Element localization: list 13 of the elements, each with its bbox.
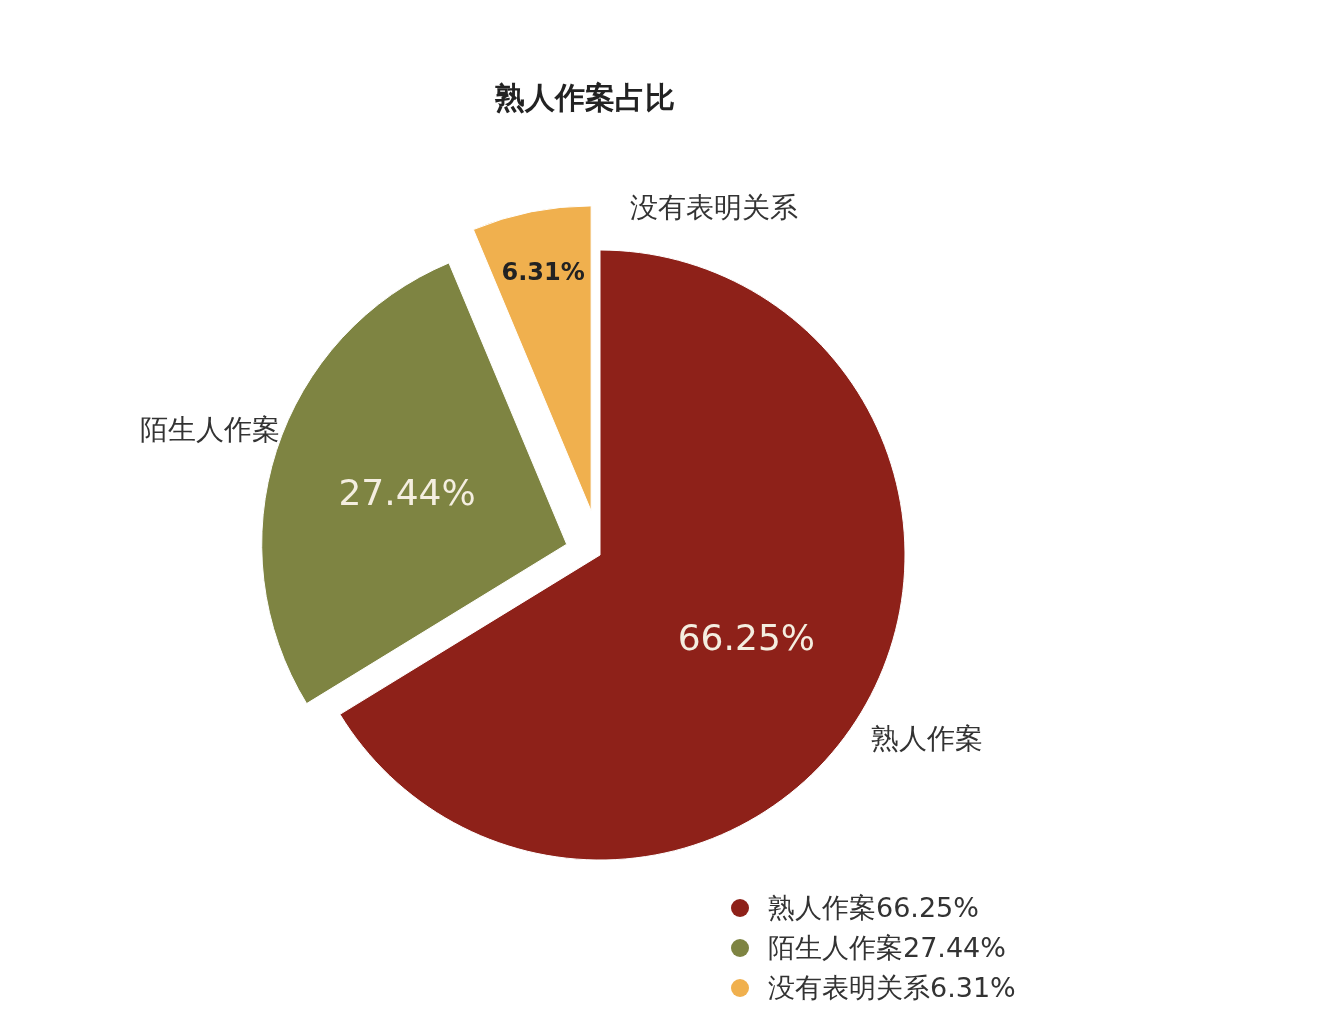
text: 6.31% bbox=[930, 972, 1016, 1004]
text: 27.44% bbox=[903, 932, 1006, 964]
category-label: 没有表明关系 bbox=[630, 190, 798, 224]
data-label: 6.31% bbox=[501, 258, 585, 287]
data-label: 27.44% bbox=[338, 472, 476, 514]
chart-title: 熟人作案占比 bbox=[494, 80, 675, 115]
text: 66.25% bbox=[876, 892, 979, 924]
legend-label: 没有表明关系 bbox=[768, 972, 930, 1004]
data-label: 66.25% bbox=[677, 616, 815, 658]
legend-label: 陌生人作案 bbox=[768, 932, 903, 964]
slice-label: 陌生人作案 bbox=[139, 412, 280, 446]
slice-label: 熟人作案 bbox=[871, 722, 984, 756]
legend-label: 熟人作案 bbox=[768, 892, 876, 924]
